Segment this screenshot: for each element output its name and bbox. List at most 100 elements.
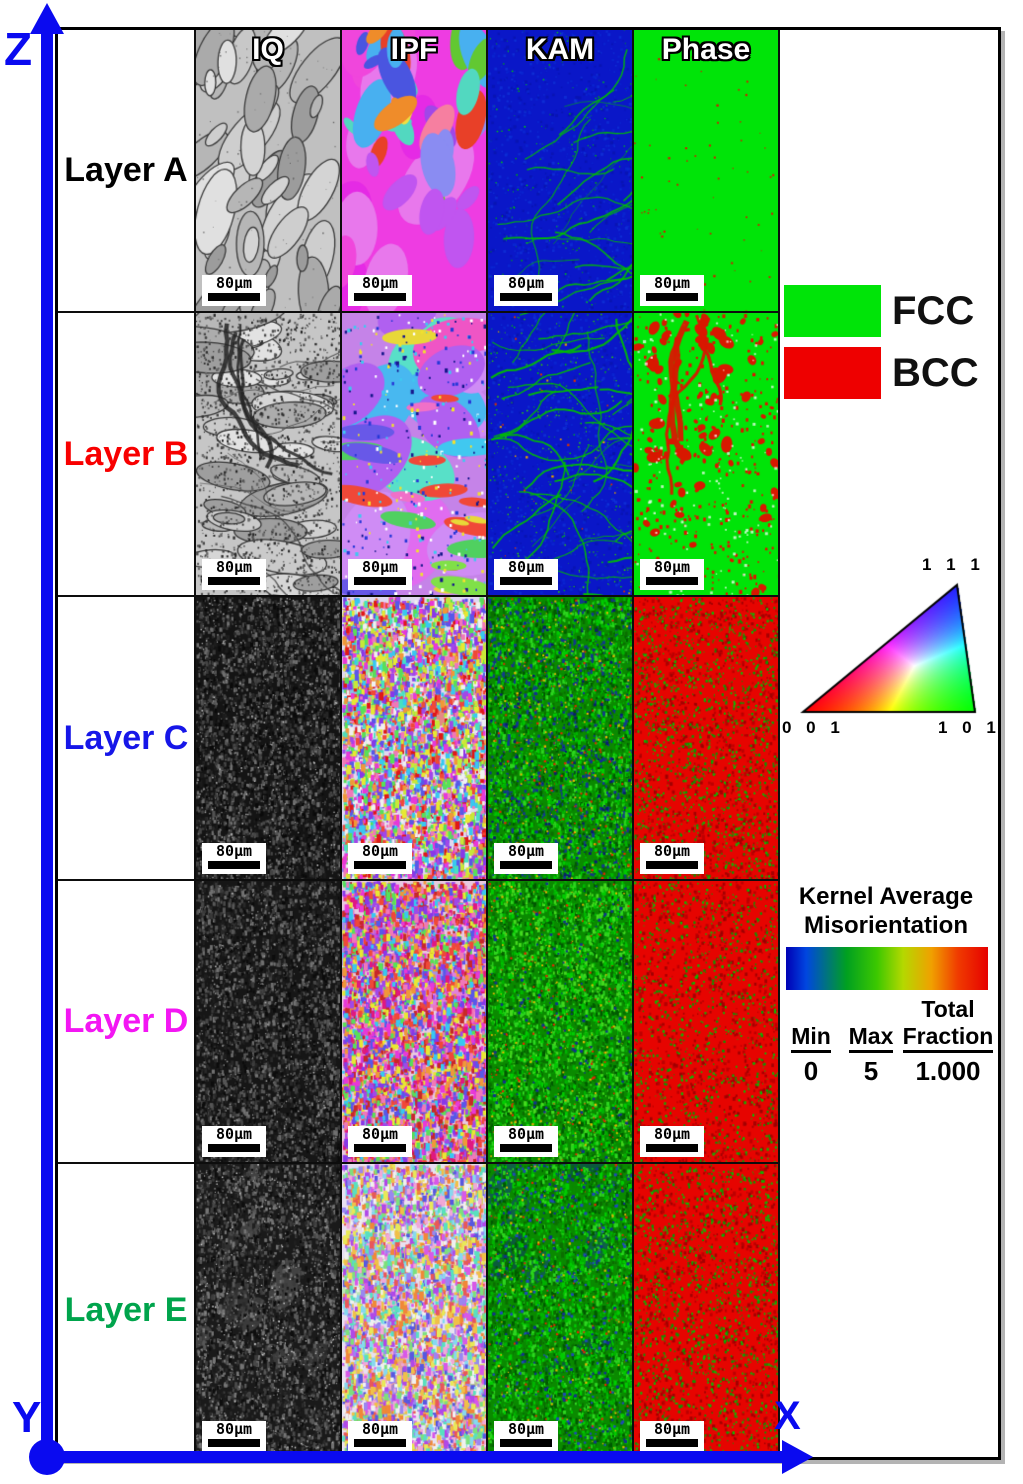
kam-min-label: Min — [791, 1023, 831, 1053]
scale-bar-rule — [500, 293, 552, 301]
scale-bar-rule — [646, 861, 698, 869]
origin-dot-icon — [29, 1439, 65, 1475]
scale-bar-label: 80μm — [361, 1420, 399, 1438]
kam-micrograph-canvas — [488, 881, 632, 1162]
scale-bar-label: 80μm — [215, 274, 253, 292]
kam-micrograph-canvas — [488, 1164, 632, 1457]
phase-micrograph-canvas — [634, 597, 778, 879]
iq-micrograph-canvas — [196, 30, 340, 311]
scale-bar-label: 80μm — [361, 558, 399, 576]
z-axis-label: Z — [4, 23, 33, 75]
fcc-label: FCC — [892, 288, 975, 333]
scale-bar-rule — [354, 1439, 406, 1447]
kam-legend-title-line1: Kernel Average — [798, 883, 974, 910]
ipf-corner-001: 0 0 1 — [782, 718, 845, 737]
layer-b-label-cell: Layer B — [58, 313, 196, 597]
scale-bar-rule — [500, 1144, 552, 1152]
micrograph-layer-a-phase: Phase 80μm — [634, 30, 780, 313]
micrograph-layer-d-ipf: 80μm — [342, 881, 488, 1164]
scale-bar: 80μm — [640, 275, 704, 306]
layer-e-label: Layer E — [64, 1291, 188, 1329]
scale-bar-label: 80μm — [653, 558, 691, 576]
layer-a-label-cell: Layer A — [58, 30, 196, 313]
kam-max-column: Max 5 — [840, 996, 902, 1086]
scale-bar: 80μm — [494, 843, 558, 874]
scale-bar: 80μm — [640, 559, 704, 590]
micrograph-layer-e-ipf: 80μm — [342, 1164, 488, 1457]
ipf-micrograph-canvas — [342, 313, 486, 595]
scale-bar: 80μm — [348, 559, 412, 590]
scale-bar-rule — [646, 1144, 698, 1152]
layer-c-label-cell: Layer C — [58, 597, 196, 881]
kam-color-scale — [786, 947, 988, 990]
scale-bar-label: 80μm — [507, 1125, 545, 1143]
scale-bar-rule — [354, 293, 406, 301]
scale-bar-label: 80μm — [507, 1420, 545, 1438]
scale-bar-rule — [500, 577, 552, 585]
scale-bar: 80μm — [640, 1126, 704, 1157]
scale-bar-label: 80μm — [361, 842, 399, 860]
scale-bar-rule — [500, 1439, 552, 1447]
micrograph-layer-e-iq: 80μm — [196, 1164, 342, 1457]
micrograph-layer-d-phase: 80μm — [634, 881, 780, 1164]
scale-bar: 80μm — [202, 275, 266, 306]
column-header-kam: KAM — [525, 33, 595, 66]
layer-d-label-cell: Layer D — [58, 881, 196, 1164]
column-header-ipf: IPF — [390, 33, 438, 66]
scale-bar: 80μm — [202, 1126, 266, 1157]
layer-e-label-cell: Layer E — [58, 1164, 196, 1457]
column-header-phase: Phase — [661, 33, 751, 66]
scale-bar: 80μm — [494, 559, 558, 590]
ipf-corner-101: 1 0 1 — [938, 718, 998, 737]
iq-micrograph-canvas — [196, 597, 340, 879]
scale-bar-rule — [208, 293, 260, 301]
scale-bar-rule — [646, 1439, 698, 1447]
layer-a-label: Layer A — [64, 151, 188, 189]
phase-micrograph-canvas — [634, 881, 778, 1162]
layer-c-label: Layer C — [63, 718, 189, 757]
kam-stats: Min 0 Max 5 Total Fraction 1.000 — [782, 996, 994, 1086]
scale-bar-label: 80μm — [653, 1420, 691, 1438]
z-axis-arrowhead-icon — [30, 3, 64, 34]
scale-bar-label: 80μm — [653, 1125, 691, 1143]
ipf-micrograph-canvas — [342, 881, 486, 1162]
scale-bar: 80μm — [348, 1126, 412, 1157]
scale-bar-label: 80μm — [215, 842, 253, 860]
kam-max-value: 5 — [863, 1056, 879, 1086]
kam-total-fraction-value: 1.000 — [915, 1056, 981, 1086]
scale-bar-rule — [354, 577, 406, 585]
kam-fraction-label: Fraction — [902, 1023, 994, 1053]
scale-bar-rule — [646, 577, 698, 585]
micrograph-layer-e-phase: 80μm — [634, 1164, 780, 1457]
micrograph-layer-c-ipf: 80μm — [342, 597, 488, 881]
micrograph-layer-b-kam: 80μm — [488, 313, 634, 597]
fcc-swatch — [784, 285, 881, 337]
x-axis-arrowhead-icon — [782, 1440, 813, 1474]
micrograph-layer-b-ipf: 80μm — [342, 313, 488, 597]
legend-panel: FCC BCC 1 1 1 0 0 1 1 0 1 Kernel Average… — [780, 30, 998, 1457]
micrograph-layer-c-iq: 80μm — [196, 597, 342, 881]
scale-bar-rule — [646, 293, 698, 301]
scale-bar-rule — [208, 1439, 260, 1447]
scale-bar-rule — [208, 1144, 260, 1152]
scale-bar: 80μm — [494, 275, 558, 306]
scale-bar-label: 80μm — [215, 1125, 253, 1143]
phase-micrograph-canvas — [634, 1164, 778, 1457]
scale-bar: 80μm — [202, 1421, 266, 1452]
x-axis-label: X — [774, 1394, 801, 1438]
ipf-color-triangle — [800, 578, 980, 716]
ipf-micrograph-canvas — [342, 1164, 486, 1457]
micrograph-layer-a-iq: IQ 80μm — [196, 30, 342, 313]
bcc-label: BCC — [892, 350, 979, 395]
micrograph-layer-b-phase: 80μm — [634, 313, 780, 597]
kam-max-label: Max — [848, 1023, 894, 1053]
micrograph-layer-a-kam: KAM 80μm — [488, 30, 634, 313]
scale-bar-label: 80μm — [507, 842, 545, 860]
scale-bar-rule — [208, 861, 260, 869]
scale-bar-label: 80μm — [507, 558, 545, 576]
micrograph-layer-e-kam: 80μm — [488, 1164, 634, 1457]
scale-bar: 80μm — [494, 1421, 558, 1452]
scale-bar-label: 80μm — [653, 842, 691, 860]
x-axis-line — [47, 1451, 784, 1463]
layer-d-label: Layer D — [63, 1002, 189, 1040]
